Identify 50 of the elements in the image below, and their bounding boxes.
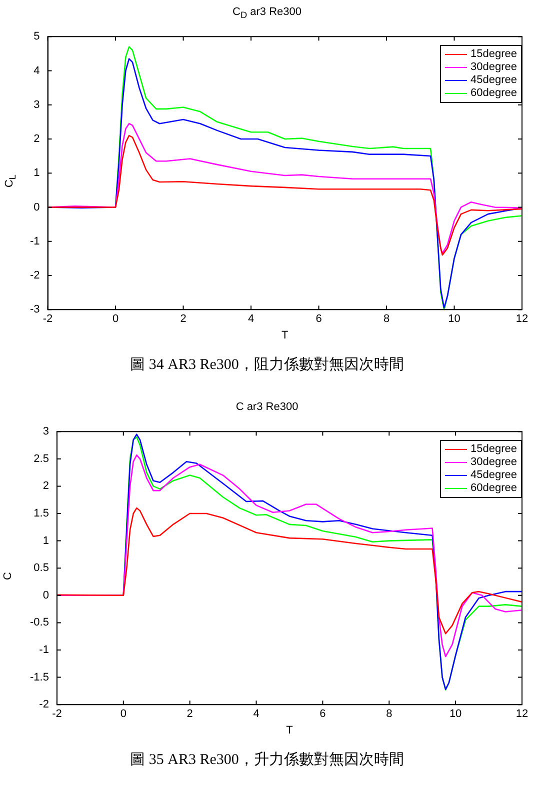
y-axis-title: C	[2, 572, 14, 580]
x-tick-label: 0	[112, 313, 119, 326]
legend-label: 15degree	[470, 442, 517, 456]
legend-label: 60degree	[470, 482, 517, 495]
legend-label: 30degree	[470, 456, 517, 469]
y-tick-label: 1	[42, 534, 49, 547]
x-tick-label: 12	[516, 313, 528, 326]
y-tick-label: -1.5	[30, 671, 49, 684]
y-tick-label: 5	[34, 30, 40, 43]
legend-label: 30degree	[470, 60, 517, 74]
x-tick-label: 10	[449, 708, 462, 720]
x-tick-label: 6	[320, 708, 326, 720]
legend-label: 45degree	[470, 74, 517, 87]
x-tick-label: 6	[316, 313, 322, 326]
x-tick-label: 4	[248, 313, 254, 326]
y-tick-label: -1	[30, 235, 40, 248]
x-tick-label: 4	[253, 708, 260, 720]
x-tick-label: -2	[52, 708, 62, 720]
y-tick-label: 2	[42, 480, 49, 492]
y-tick-label: -2	[30, 270, 40, 282]
x-axis-title: T	[286, 724, 294, 736]
y-tick-label: 1.5	[34, 508, 49, 520]
x-tick-label: 10	[448, 313, 460, 326]
chart-title: C$_{D}$ ar3 Re300	[231, 6, 302, 20]
y-tick-label: 0	[34, 201, 40, 214]
y-tick-label: 2	[34, 133, 40, 146]
y-tick-label: -1	[39, 644, 49, 656]
x-tick-label: 2	[180, 313, 186, 326]
y-tick-label: -3	[30, 304, 40, 316]
y-tick-label: 3	[34, 98, 40, 111]
y-tick-label: 1	[34, 167, 40, 180]
caption: 圖 35 AR3 Re300，升力係數對無因次時間	[129, 750, 405, 769]
x-tick-label: 12	[516, 708, 528, 720]
y-tick-label: -2	[39, 698, 49, 711]
y-tick-label: -0.5	[30, 616, 49, 629]
legend-label: 45degree	[470, 468, 517, 482]
legend-label: 60degree	[470, 86, 517, 100]
x-axis-title: T	[282, 329, 289, 342]
x-tick-label: 2	[186, 708, 193, 720]
y-tick-label: 0.5	[34, 562, 49, 574]
y-tick-label: 0	[42, 589, 49, 602]
y-tick-label: 4	[34, 64, 40, 77]
x-tick-label: 0	[120, 708, 126, 720]
y-tick-label: 2.5	[34, 452, 49, 465]
caption: 圖 34 AR3 Re300，阻力係數對無因次時間	[129, 356, 405, 374]
x-tick-label: 8	[383, 313, 390, 326]
legend-label: 15degree	[470, 48, 517, 61]
x-tick-label: 8	[386, 708, 392, 720]
chart-title: C ar3 Re300	[234, 401, 300, 413]
y-tick-label: 3	[42, 426, 49, 438]
